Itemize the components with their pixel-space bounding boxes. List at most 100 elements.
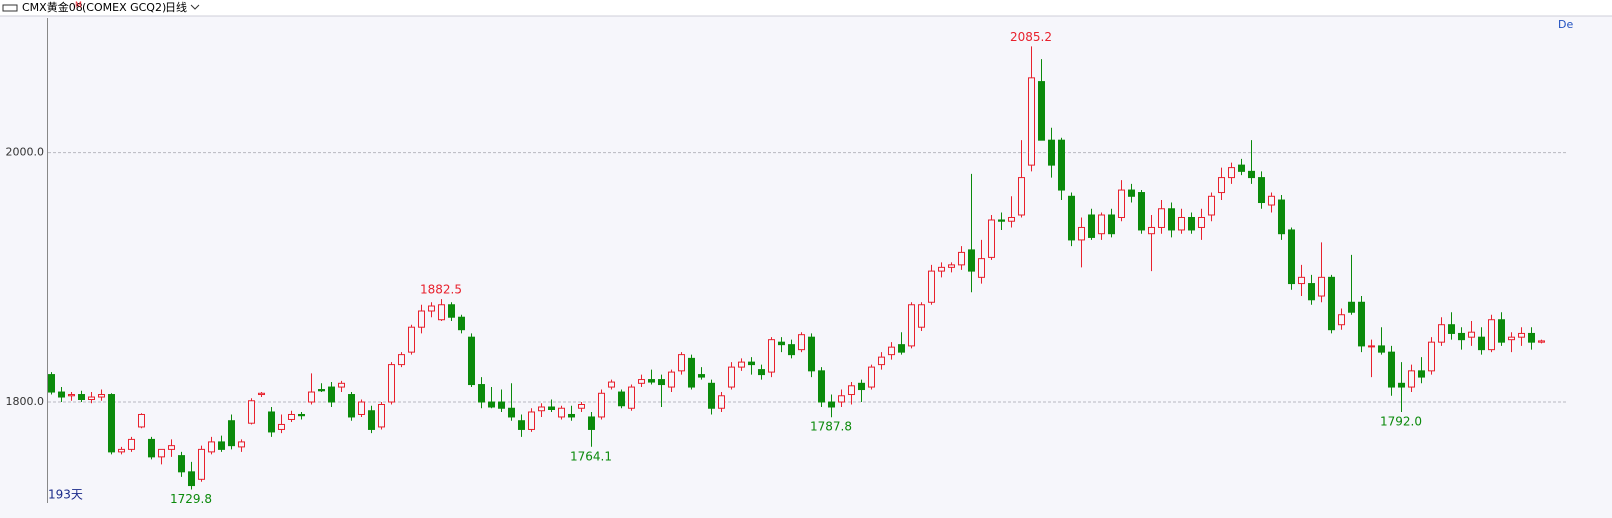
candle-body [1368, 345, 1375, 348]
candle-body [298, 413, 305, 417]
candle-body [178, 455, 185, 473]
candle-body [128, 438, 135, 450]
candle-body [828, 401, 835, 408]
candle-body [258, 392, 265, 396]
candle-body [1108, 214, 1115, 235]
candle-body [1178, 216, 1185, 231]
candle-body [1418, 370, 1425, 378]
candle-body [1498, 319, 1505, 343]
candle-body [708, 382, 715, 409]
candle-body [1478, 336, 1485, 351]
candle-body [1218, 177, 1225, 194]
candle-body [788, 344, 795, 356]
candle-body [958, 251, 965, 266]
y-tick-label: 2000.0 [6, 146, 45, 159]
candle-body [228, 420, 235, 447]
candle-body [1528, 332, 1535, 343]
high-label: 2085.2 [1010, 30, 1052, 44]
candle-body [208, 441, 215, 453]
candle-body [468, 336, 475, 386]
candle-body [1018, 177, 1025, 216]
candle-body [1488, 319, 1495, 351]
footer-label: 193天 [48, 488, 83, 502]
candle-body [1428, 341, 1435, 372]
candle-body [1058, 139, 1065, 191]
candle-body [248, 400, 255, 424]
candle-body [1148, 226, 1155, 235]
candle-body [1198, 216, 1205, 228]
corner-label: De [1558, 18, 1573, 31]
candle-body [1228, 167, 1235, 179]
candle-body [488, 401, 495, 408]
candle-body [108, 394, 115, 453]
candle-body [858, 382, 865, 391]
candle-body [988, 219, 995, 258]
candle-body [88, 396, 95, 401]
candle-body [1338, 314, 1345, 326]
candle-body [1318, 276, 1325, 297]
candle-body [1188, 216, 1195, 231]
candle-body [518, 420, 525, 430]
candle-body [1378, 345, 1385, 353]
low-label: 1787.8 [810, 420, 852, 434]
candle-body [448, 304, 455, 318]
candle-body [1538, 340, 1545, 343]
candle-body [898, 344, 905, 353]
low-label: 1792.0 [1380, 414, 1422, 428]
candle-body [1268, 195, 1275, 206]
candle-body [478, 384, 485, 403]
candle-body [1138, 192, 1145, 231]
candle-body [618, 391, 625, 407]
candle-body [878, 356, 885, 366]
candle-body [458, 316, 465, 331]
candle-body [398, 354, 405, 366]
candle-body [868, 366, 875, 388]
candle-body [698, 374, 705, 378]
candle-body [1408, 370, 1415, 388]
candle-body [68, 394, 75, 397]
candle-body [268, 411, 275, 433]
candle-body [1048, 139, 1055, 166]
candle-body [1288, 229, 1295, 285]
candle-body [1358, 301, 1365, 347]
candle-body [758, 369, 765, 376]
candle-body [798, 334, 805, 351]
candle-body [638, 379, 645, 384]
candle-body [538, 406, 545, 412]
candle-body [138, 413, 145, 428]
candle-body [238, 441, 245, 448]
candle-body [188, 471, 195, 487]
candle-body [1208, 195, 1215, 216]
low-label: 1764.1 [570, 449, 612, 463]
candle-body [1308, 283, 1315, 301]
candle-body [1388, 351, 1395, 388]
candle-body [1098, 214, 1105, 235]
candle-body [1088, 214, 1095, 238]
candle-body [1028, 77, 1035, 166]
candle-body [438, 304, 445, 321]
candle-body [658, 379, 665, 386]
candle-body [1118, 189, 1125, 218]
candle-body [1248, 170, 1255, 179]
candle-body [348, 394, 355, 418]
candle-body [1068, 195, 1075, 241]
candle-body [608, 381, 615, 388]
period-selector[interactable]: 日线 [165, 0, 187, 14]
header: CMX黄金08 M (COMEX GCQ2) 日线 [0, 0, 1612, 17]
candle-body [1128, 189, 1135, 197]
candle-body [1238, 164, 1245, 172]
candle-body [818, 370, 825, 403]
candle-body [428, 305, 435, 312]
candle-body [968, 249, 975, 272]
high-label: 1882.5 [420, 283, 462, 297]
candle-body [158, 448, 165, 458]
header-bar [0, 0, 1612, 16]
dropdown-arrow[interactable] [190, 4, 200, 10]
candle-body [998, 219, 1005, 222]
icon [2, 4, 18, 12]
candle-body [1168, 208, 1175, 231]
candle-body [1508, 336, 1515, 341]
candle-body [278, 423, 285, 430]
candle-body [358, 401, 365, 415]
